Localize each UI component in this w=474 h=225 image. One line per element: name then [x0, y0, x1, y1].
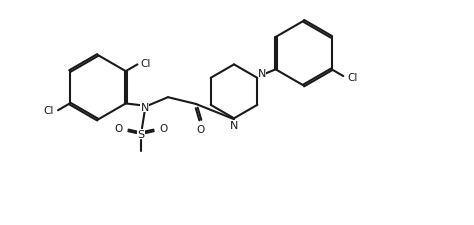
Text: O: O [114, 124, 122, 134]
Text: Cl: Cl [141, 59, 151, 69]
Text: S: S [137, 129, 145, 140]
Text: O: O [196, 124, 204, 135]
Text: N: N [140, 103, 149, 112]
Text: Cl: Cl [347, 73, 357, 83]
Text: O: O [160, 124, 168, 134]
Text: Cl: Cl [43, 106, 54, 116]
Text: N: N [258, 69, 266, 79]
Text: N: N [230, 120, 238, 130]
